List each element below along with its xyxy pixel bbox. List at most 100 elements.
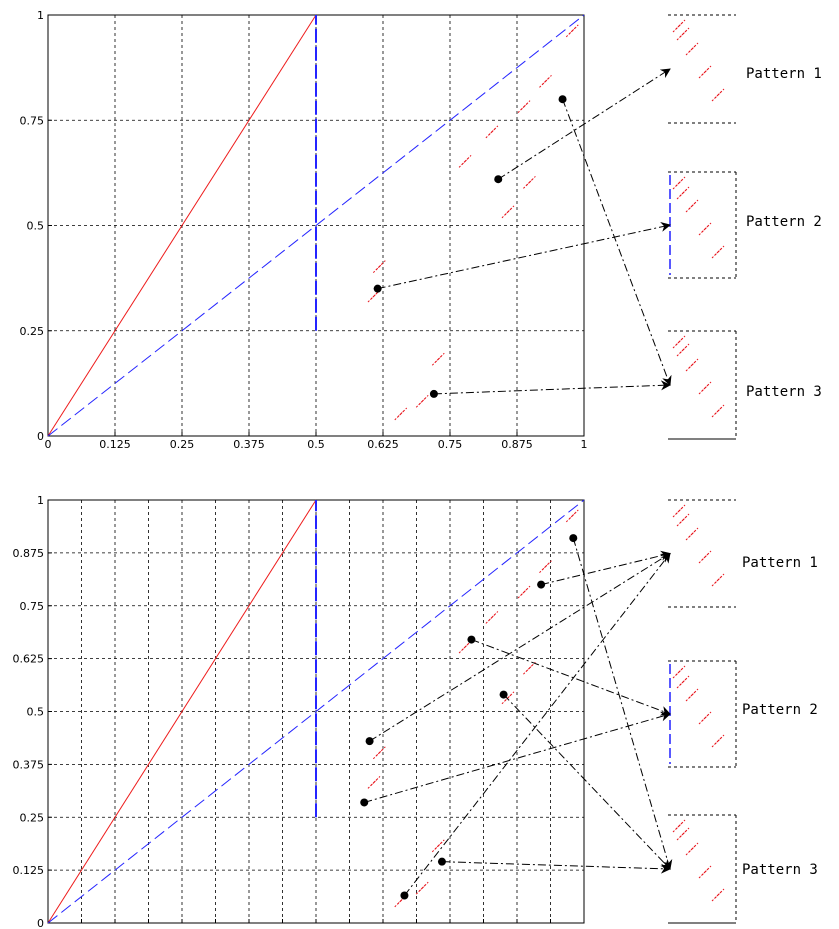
chart-top: 0 0.125 0.25 0.375 0.5 0.625 0.75 0.875 1 0 0.25 0.… (20, 9, 822, 451)
tick-label-x: 1 (581, 438, 588, 451)
pattern-3-hatch (698, 865, 712, 879)
marker-point (400, 891, 409, 900)
pattern-1-hatch (685, 527, 699, 541)
arrow-to-pattern-3 (433, 380, 671, 395)
red-hatch-cluster (501, 205, 515, 219)
pattern-1-hatch (711, 573, 725, 587)
arrow-to-pattern-2 (364, 711, 671, 803)
marker-point (365, 737, 374, 746)
pattern-1-hatch (698, 65, 712, 79)
marker-point (558, 95, 567, 104)
pattern-2-hatch (685, 199, 699, 213)
tick-label-x: 0.75 (438, 438, 463, 451)
tick-label-x: 0.625 (367, 438, 399, 451)
tick-label-y: 0.25 (20, 811, 45, 824)
tick-label-y: 0 (37, 917, 44, 929)
red-hatch-cluster (565, 24, 579, 38)
pattern-3-hatch (676, 827, 690, 841)
arrow-to-pattern-1 (369, 552, 671, 742)
arrow-to-pattern-2 (377, 222, 671, 290)
pattern-1-hatch (711, 88, 725, 102)
pattern-label-1: Pattern 1 (746, 66, 822, 82)
pattern-3-hatch (711, 404, 725, 418)
tick-label-y: 0.75 (20, 600, 45, 613)
pattern-2-hatch (685, 688, 699, 702)
arrow-to-pattern-1 (404, 552, 671, 896)
marker-point (373, 284, 382, 293)
arrow-to-pattern-3 (562, 99, 672, 386)
pattern-label-3: Pattern 3 (742, 862, 818, 878)
marker-point (429, 389, 438, 398)
red-hatch-cluster (367, 776, 381, 789)
tick-label-x: 0 (45, 438, 52, 451)
marker-point (499, 690, 508, 699)
red-hatch-cluster (431, 352, 445, 366)
arrow-to-pattern-2 (471, 639, 671, 716)
tick-label-y: 1 (37, 9, 44, 22)
pattern-1-hatch (676, 513, 690, 527)
pattern-label-2: Pattern 2 (742, 702, 818, 718)
pattern-3-hatch (672, 819, 686, 833)
pattern-2-hatch (676, 675, 690, 689)
red-hatch-cluster (539, 75, 552, 88)
tick-label-y: 0 (37, 430, 44, 443)
tick-label-y: 1 (37, 494, 44, 507)
pattern-1-hatch (698, 550, 712, 564)
pattern-label-2: Pattern 2 (746, 214, 822, 230)
red-hatch-cluster (372, 746, 386, 760)
marker-point (467, 635, 476, 644)
red-hatch-cluster (517, 585, 531, 599)
tick-label-y: 0.5 (27, 220, 45, 233)
tick-label-y: 0.625 (13, 653, 45, 666)
pattern-label-3: Pattern 3 (746, 384, 822, 400)
red-hatch-cluster (415, 394, 429, 408)
pattern-2-hatch (672, 665, 686, 679)
red-hatch-cluster (485, 125, 499, 139)
series-dashed-blue (47, 499, 585, 924)
pattern-3-hatch (685, 842, 699, 856)
marker-point (537, 580, 546, 589)
tick-label-y: 0.375 (13, 758, 45, 771)
red-hatch-cluster (565, 509, 579, 523)
tick-label-y: 0.875 (13, 547, 45, 560)
arrow-to-pattern-3 (572, 537, 673, 870)
pattern-3-hatch (672, 335, 686, 349)
pattern-3-hatch (711, 888, 725, 902)
red-hatch-cluster (539, 560, 552, 574)
tick-label-x: 0.875 (501, 438, 533, 451)
red-hatch-cluster (458, 154, 472, 168)
red-hatch-cluster (523, 661, 536, 675)
pattern-2-hatch (711, 245, 725, 259)
pattern-1-hatch (672, 504, 686, 518)
series-dashed-blue (47, 14, 585, 437)
tick-label-y: 0.25 (20, 325, 45, 338)
tick-label-y: 0.75 (20, 114, 45, 127)
pattern-3-hatch (698, 381, 712, 395)
pattern-label-1: Pattern 1 (742, 555, 818, 571)
series-solid-red (47, 499, 317, 924)
series-solid-red (47, 14, 317, 437)
pattern-3-hatch (685, 358, 699, 372)
pattern-2-hatch (672, 176, 686, 190)
pattern-1-hatch (676, 27, 690, 41)
marker-point (437, 857, 446, 866)
red-hatch-cluster (415, 881, 429, 895)
pattern-3-hatch (676, 343, 690, 357)
red-hatch-cluster (517, 100, 531, 113)
pattern-2-hatch (676, 186, 690, 200)
tick-label-x: 0.5 (307, 438, 325, 451)
tick-label-x: 0.25 (170, 438, 195, 451)
chart-bottom: 00.06250.1250.18750.250.31250.3750.43750… (13, 494, 818, 929)
marker-point (360, 798, 369, 807)
arrow-to-pattern-3 (441, 861, 671, 874)
pattern-2-hatch (698, 222, 712, 236)
red-hatch-cluster (431, 839, 445, 853)
red-hatch-cluster (523, 176, 536, 189)
pattern-1-hatch (685, 42, 699, 56)
tick-label-y: 0.125 (13, 864, 45, 877)
pattern-2-hatch (711, 734, 725, 748)
red-hatch-cluster (485, 611, 499, 624)
red-hatch-cluster (394, 407, 408, 421)
tick-label-x: 0.375 (233, 438, 265, 451)
